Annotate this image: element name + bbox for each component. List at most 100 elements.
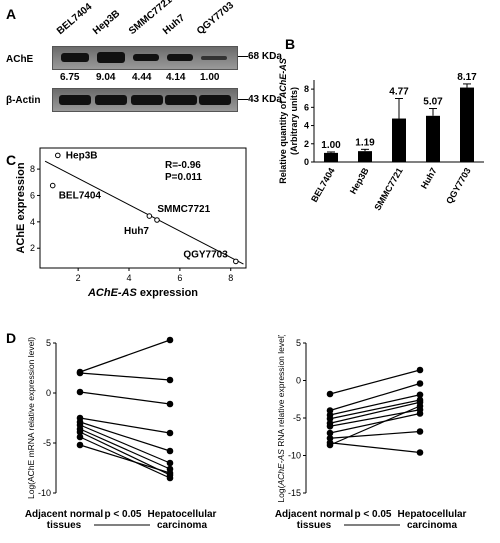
bar-3 [426, 115, 440, 162]
ache-band-2 [97, 52, 125, 63]
scatter-chart-c: 2 4 6 8 2 4 6 8 Hep3B BEL7404 SMMC7721 Huh7 QGY7703 R… [15, 147, 247, 299]
normal-point-2 [76, 388, 84, 396]
group-label-normal: Adjacent normal [275, 509, 354, 520]
panel-d-letter: D [6, 330, 17, 346]
y-axis-title: Relative quantity of AChE-AS [278, 58, 288, 184]
pair-line-3 [329, 399, 421, 420]
tumor-point-4 [166, 447, 174, 455]
actin-band-2 [95, 95, 127, 105]
y-tick-label-3: -10 [288, 451, 301, 461]
y-axis-title-pre: Log( [276, 485, 286, 502]
normal-point-1 [76, 369, 84, 377]
stat-1: P=0.011 [165, 172, 202, 183]
point-label-3: Huh7 [124, 226, 149, 237]
lane-label-1: Hep3B [90, 8, 123, 37]
x-tick-label-3: Huh7 [419, 166, 439, 190]
ratio-value-0: 6.75 [60, 72, 80, 83]
p-value: p < 0.05 [105, 509, 142, 520]
ache-band-3 [133, 54, 159, 61]
actin-band-5 [199, 95, 231, 105]
point-label-2: SMMC7721 [157, 204, 210, 215]
ache-row-label: AChE [6, 54, 34, 65]
y-axis-title: Log(AChE mRNA relative expression level) [26, 337, 36, 499]
x-tick-label-0: BEL7404 [309, 166, 337, 204]
y-tick-label-0: 2 [30, 243, 35, 253]
scatter-point-3 [154, 217, 160, 223]
tumor-point-1 [166, 376, 174, 384]
bar-value-label-1: 1.19 [355, 137, 375, 148]
y-tick-label-4: 8 [304, 84, 309, 94]
x-axis-title-italic: AChE-AS [87, 287, 138, 299]
tumor-point-6 [416, 410, 424, 417]
actin-band-1 [59, 95, 91, 105]
stat-0: R=-0.96 [165, 160, 201, 171]
normal-point-9 [326, 441, 334, 449]
scatter-point-4 [233, 258, 239, 265]
actin-band-3 [131, 95, 163, 105]
bar-0 [324, 152, 338, 162]
y-axis-title-pre: Relative quantity of [278, 98, 288, 184]
ache-marker-text: 68 KDa [248, 51, 282, 62]
y-tick-label-2: 4 [304, 121, 309, 131]
tumor-point-9 [166, 469, 174, 477]
bar-value-label-4: 8.17 [457, 72, 477, 83]
bar-chart-b: 0 2 4 6 8 Relative quantity of AChE-AS(Arbitr… [278, 58, 484, 212]
tumor-point-7 [416, 428, 424, 435]
panel-b-letter: B [285, 36, 296, 52]
pair-line-6 [79, 428, 171, 470]
bar-4 [460, 87, 474, 162]
x-tick-label-0: 2 [76, 273, 81, 283]
bar-value-label-2: 4.77 [389, 86, 409, 97]
point-label-0: Hep3B [66, 150, 98, 161]
y-tick-label-3: -10 [38, 488, 51, 498]
y-tick-label-0: 5 [296, 338, 301, 348]
lane-label-4: QGY7703 [194, 0, 237, 37]
y-tick-label-2: -5 [293, 413, 301, 423]
y-tick-label-2: -5 [43, 438, 51, 448]
x-tick-label-1: 4 [127, 273, 132, 283]
pair-line-0 [329, 369, 421, 395]
scatter-point-0 [55, 152, 61, 159]
bar-2 [392, 118, 406, 162]
ache-blot [52, 46, 238, 70]
y-tick-label-1: 2 [304, 139, 309, 149]
panel-c-letter: C [6, 152, 17, 168]
ratio-value-1: 9.04 [96, 72, 116, 83]
y-axis-title-post: RNA relative expression level) [276, 335, 286, 449]
pair-line-7 [329, 430, 421, 439]
scatter-point-2 [146, 213, 153, 219]
y-axis-title: AChE expression [15, 162, 27, 253]
tumor-point-9 [416, 402, 424, 410]
ache-band-1 [61, 53, 89, 62]
bar-value-label-3: 5.07 [423, 97, 443, 108]
ratio-value-4: 1.00 [200, 72, 220, 83]
actin-marker: —43 KDa [238, 94, 282, 105]
y-tick-label-2: 6 [30, 190, 35, 200]
actin-marker-text: 43 KDa [248, 94, 282, 105]
ratio-value-3: 4.14 [166, 72, 186, 83]
tumor-point-2 [166, 400, 174, 408]
bar-value-label-0: 1.00 [321, 140, 341, 151]
group-label-normal-2: tissues [297, 520, 332, 531]
tumor-point-5 [166, 459, 174, 467]
tumor-point-8 [416, 449, 424, 456]
y-tick-label-1: 0 [46, 388, 51, 398]
x-tick-label-2: SMMC7721 [372, 166, 404, 212]
pair-line-4 [329, 401, 421, 424]
ratio-value-2: 4.44 [132, 72, 152, 83]
y-tick-label-0: 5 [46, 338, 51, 348]
pair-line-3 [79, 417, 171, 434]
tumor-point-0 [416, 366, 424, 374]
actin-blot [52, 88, 238, 112]
normal-point-8 [76, 433, 84, 441]
normal-point-0 [326, 390, 334, 398]
x-axis-title-rest: expression [137, 287, 198, 299]
pair-line-2 [79, 391, 171, 405]
x-axis-title: AChE-AS expression [87, 287, 198, 299]
group-label-tumor-2: carcinoma [407, 520, 457, 531]
y-tick-label-1: 0 [296, 376, 301, 386]
pair-line-1 [329, 382, 421, 412]
pair-line-2 [329, 394, 421, 416]
group-label-normal: Adjacent normal [25, 509, 104, 520]
